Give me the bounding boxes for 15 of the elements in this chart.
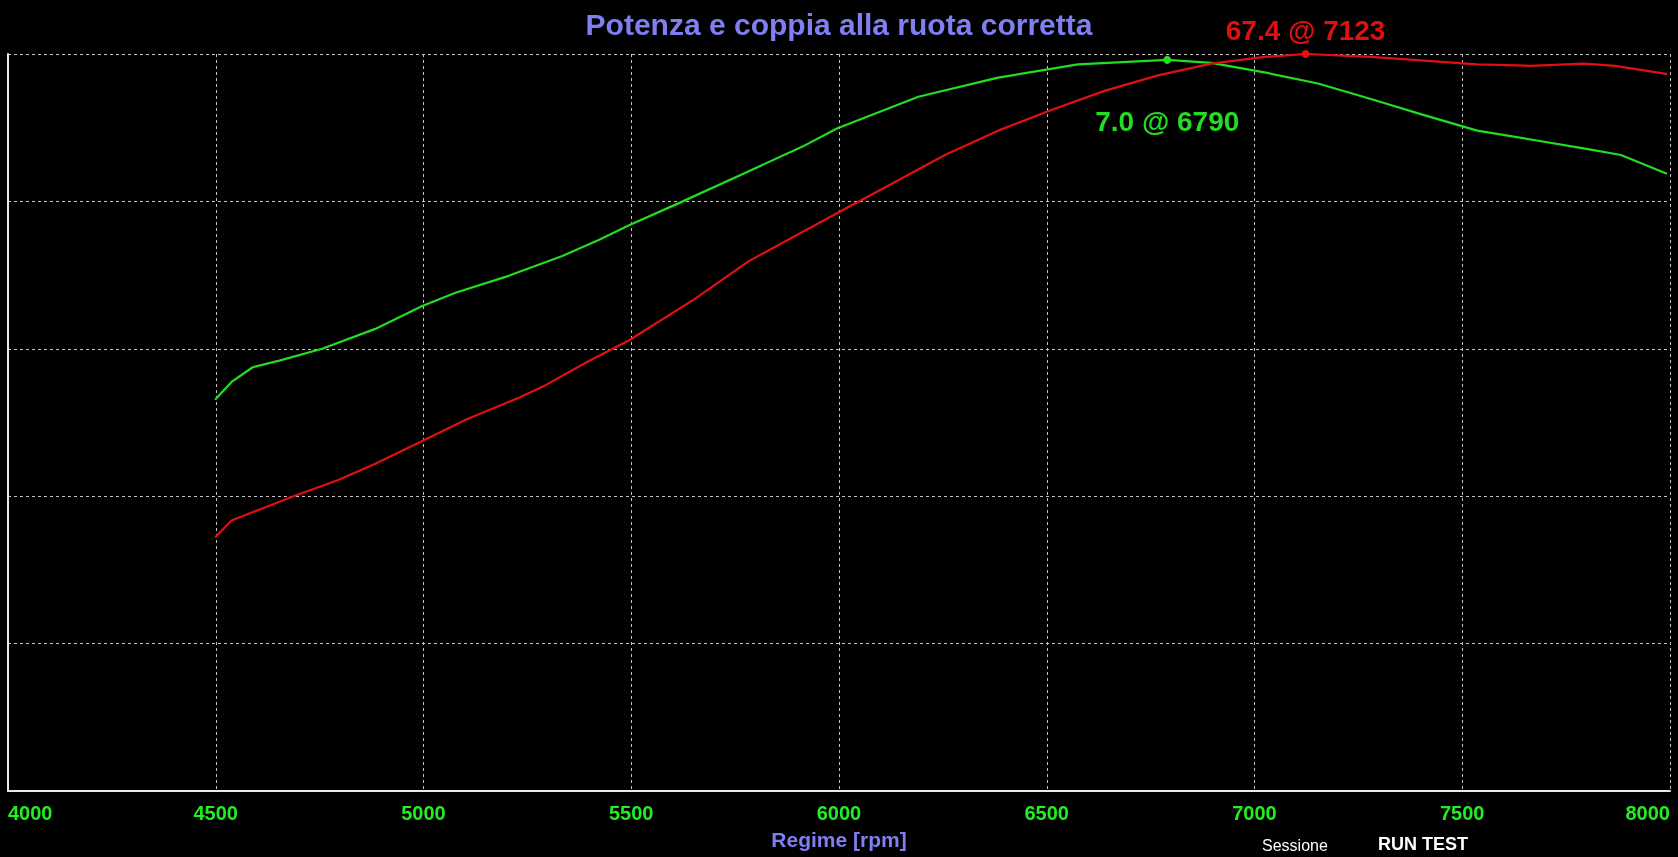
x-tick-label: 7000 [1232, 802, 1277, 824]
x-tick-label: 8000 [1625, 802, 1670, 824]
x-tick-label: 5500 [609, 802, 654, 824]
x-axis-title: Regime [rpm] [771, 828, 907, 851]
x-tick-label: 4000 [8, 802, 53, 824]
text: Sessione [1262, 836, 1328, 854]
x-tick-label: 6000 [816, 802, 862, 824]
x-tick-label: 7500 [1440, 802, 1485, 824]
x-tick-label: 5000 [401, 802, 446, 824]
text: RUN TEST [1378, 834, 1468, 854]
annotation: 7.0 @ 6790 [1095, 106, 1240, 138]
x-tick-label: 6500 [1024, 802, 1069, 824]
annotation: 67.4 @ 7123 [1225, 14, 1386, 46]
chart-title: Potenza e coppia alla ruota corretta [585, 7, 1093, 41]
x-tick-label: 4500 [193, 802, 238, 824]
